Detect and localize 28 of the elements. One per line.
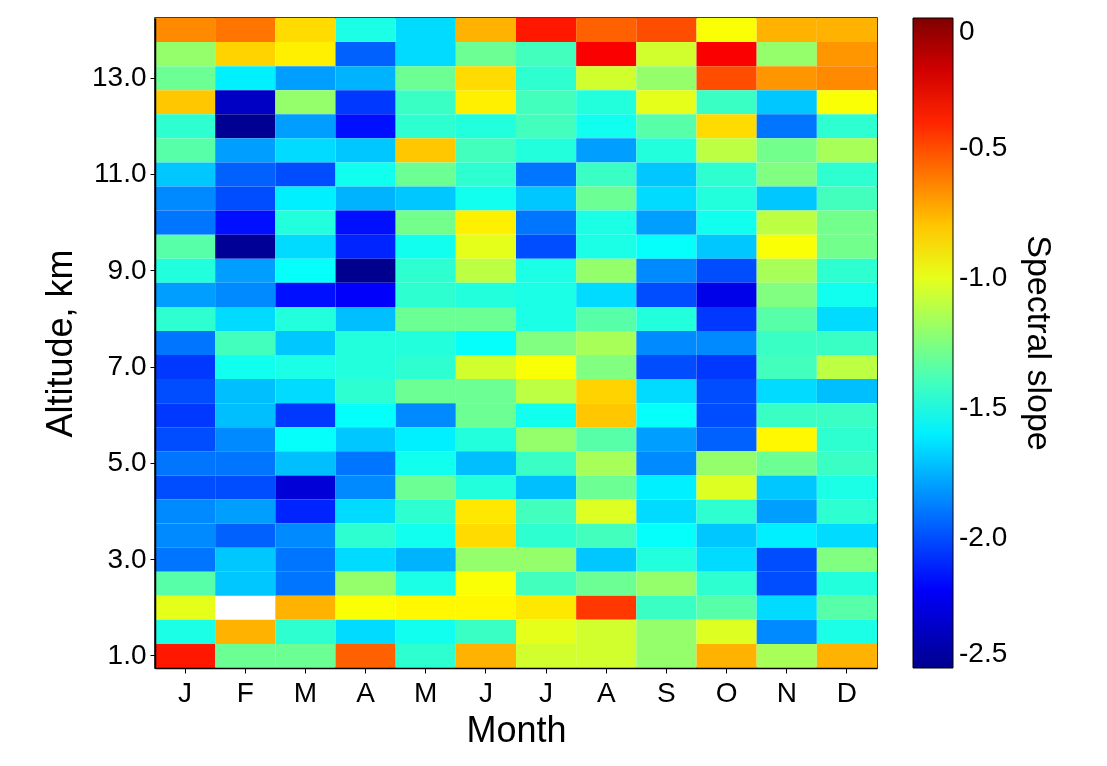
- y-tick-label: 11.0: [94, 157, 147, 189]
- color-bar-label: -2.5: [959, 637, 1008, 668]
- x-tick-label: F: [236, 676, 254, 708]
- color-bar-title: Spectral slope: [1021, 235, 1059, 451]
- color-bar-label: 0: [959, 15, 975, 46]
- y-tick-label: 7.0: [107, 350, 147, 382]
- x-tick-label: D: [836, 676, 858, 708]
- x-tick-label: S: [657, 676, 676, 708]
- y-tick-label: 5.0: [107, 446, 147, 478]
- x-tick-label: M: [414, 676, 438, 708]
- x-axis-title: Month: [466, 708, 567, 750]
- color-bar-label: -2.0: [959, 521, 1008, 552]
- x-tick-label: J: [478, 676, 493, 708]
- x-tick-label: O: [715, 676, 738, 708]
- x-tick-label: A: [596, 676, 616, 708]
- color-bar-label: -0.5: [959, 131, 1008, 162]
- x-tick-label: N: [776, 676, 797, 708]
- x-tick-label: M: [293, 676, 318, 708]
- y-tick-label: 1.0: [107, 638, 147, 670]
- x-tick-label: J: [178, 676, 193, 708]
- color-bar-label: -1.5: [959, 391, 1008, 422]
- y-tick-label: 3.0: [107, 542, 147, 574]
- x-tick-label: J: [539, 676, 554, 708]
- x-tick-label: A: [356, 676, 376, 708]
- y-tick-label: 9.0: [107, 253, 147, 285]
- color-bar-label: -1.0: [959, 261, 1008, 292]
- y-tick-label: 13.0: [92, 61, 147, 93]
- y-axis-title: Altitude, km: [39, 249, 80, 438]
